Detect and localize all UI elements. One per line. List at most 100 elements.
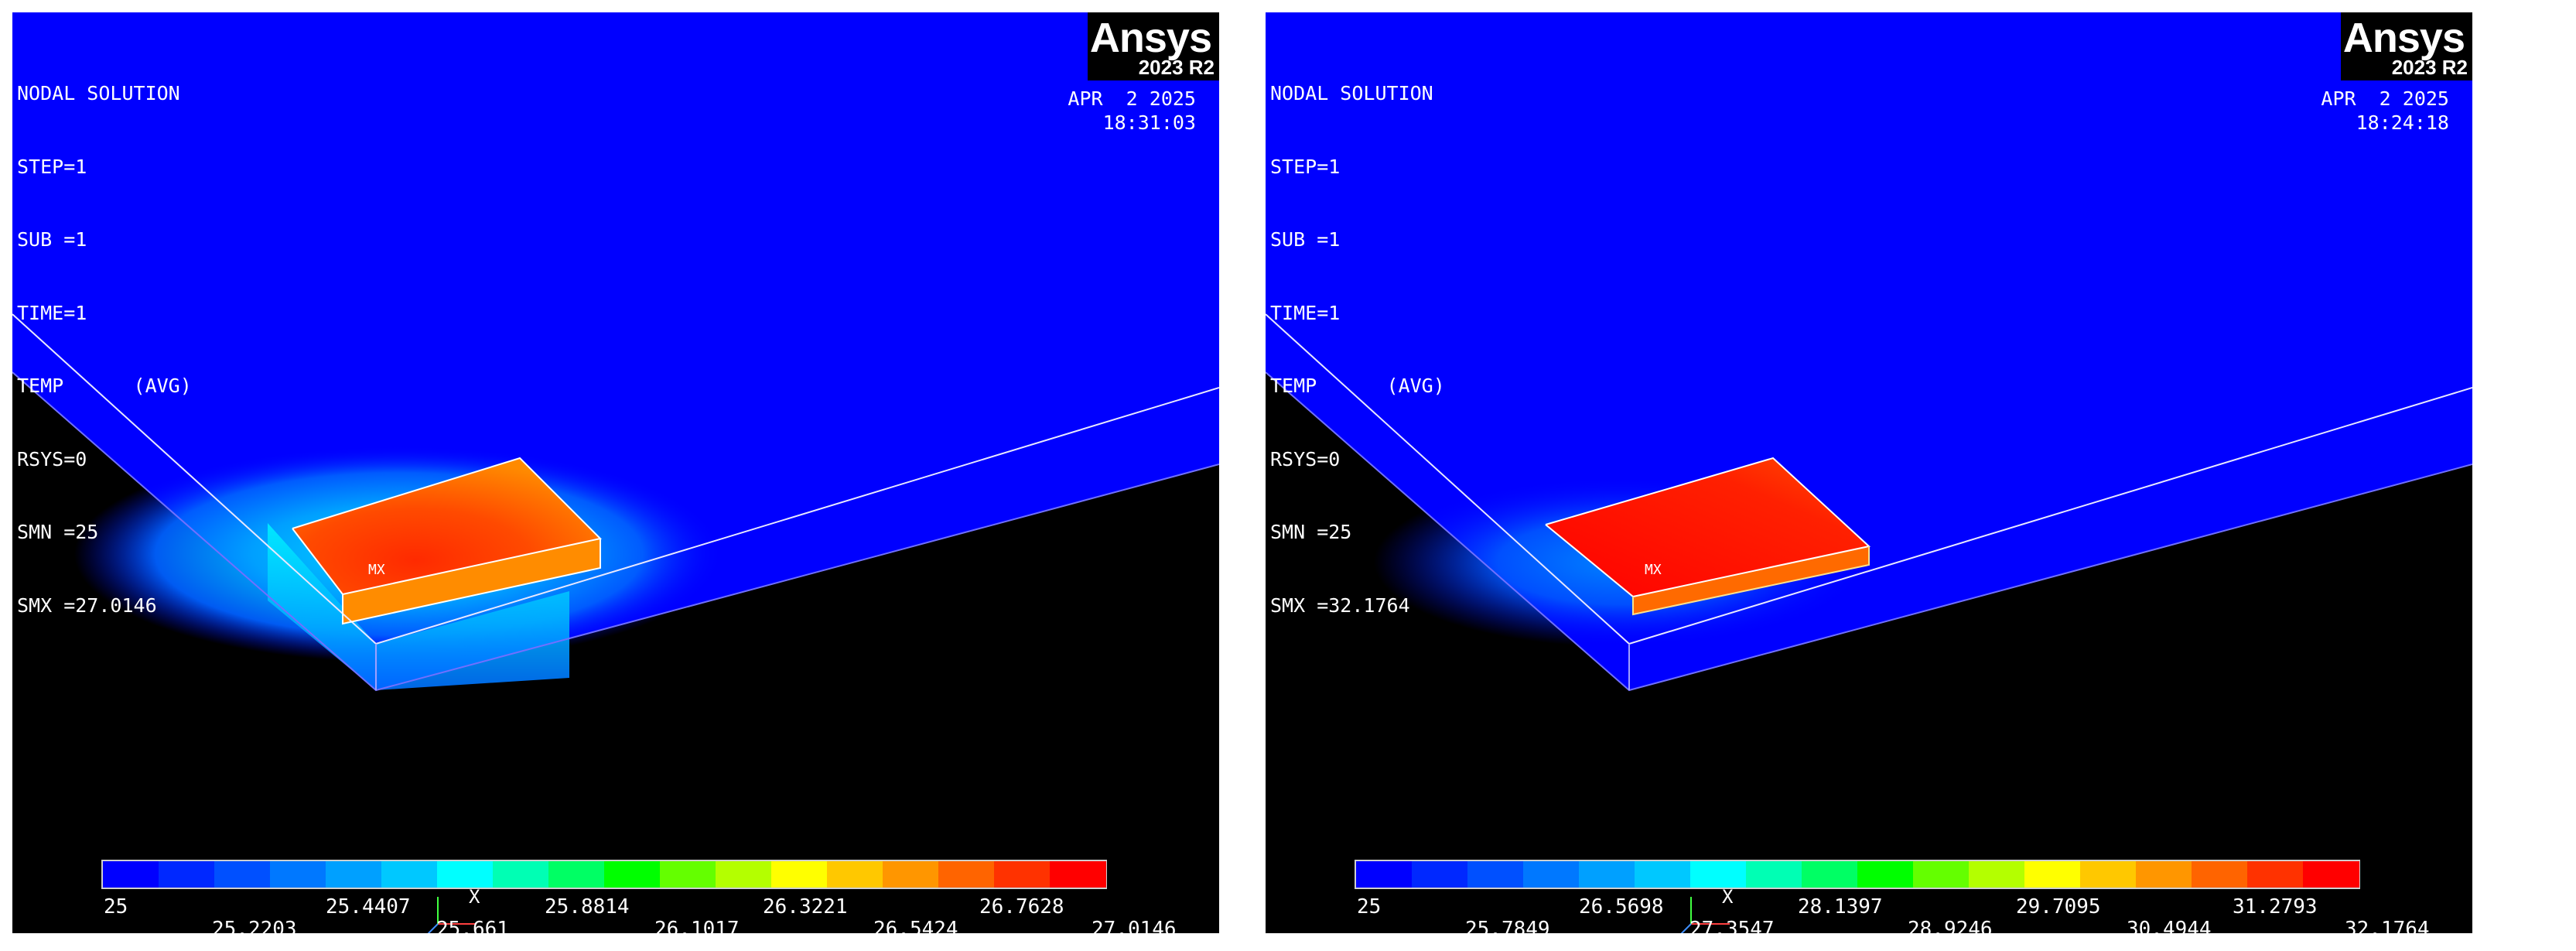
info-step: STEP=1 xyxy=(1270,155,1341,178)
ansys-logo: Ansys 2023 R2 xyxy=(2341,12,2472,80)
info-rsys: RSYS=0 xyxy=(1270,447,1341,470)
result-viewport-left[interactable]: NODAL SOLUTION STEP=1 SUB =1 TIME=1 TEMP… xyxy=(12,12,1219,933)
legend-color-band xyxy=(2192,861,2249,888)
coordinate-triad-icon xyxy=(1680,897,1730,933)
info-step: STEP=1 xyxy=(17,155,87,178)
info-smn: SMN =25 xyxy=(1270,521,1352,543)
legend-color-band xyxy=(1523,861,1580,888)
temperature-contour-plot[interactable] xyxy=(12,12,1219,933)
time-text: 18:31:03 xyxy=(1102,111,1196,134)
legend-label: 28.1397 xyxy=(1798,895,1883,919)
heat-source-top xyxy=(292,458,600,594)
legend-color-band xyxy=(103,861,160,888)
logo-version: 2023 R2 xyxy=(1138,56,1215,79)
legend-label: 25 xyxy=(104,895,128,919)
heat-source-side xyxy=(343,539,600,624)
legend-label: 29.7095 xyxy=(2016,895,2101,919)
info-smx: SMX =27.0146 xyxy=(17,594,157,617)
plate-side-hot-region xyxy=(268,523,569,690)
logo-name: Ansys xyxy=(1089,15,1212,61)
legend-color-band xyxy=(1356,861,1413,888)
legend-label: 25.661 xyxy=(436,918,509,933)
legend-label: 26.5424 xyxy=(873,918,958,933)
temperature-contour-plot[interactable] xyxy=(1266,12,2472,933)
legend-color-band xyxy=(1050,861,1107,888)
legend-label: 30.4944 xyxy=(2127,918,2212,933)
legend-label: 25.4407 xyxy=(326,895,411,919)
legend-label: 28.9246 xyxy=(1908,918,1993,933)
info-time: TIME=1 xyxy=(1270,301,1341,324)
timestamp: APR 2 2025 18:24:18 xyxy=(2321,87,2449,135)
legend-color-band xyxy=(1411,861,1469,888)
info-time: TIME=1 xyxy=(17,301,87,324)
info-sub: SUB =1 xyxy=(1270,228,1341,251)
legend-color-band xyxy=(2080,861,2137,888)
time-text: 18:24:18 xyxy=(2356,111,2449,134)
date-text: APR 2 2025 xyxy=(2321,87,2449,110)
legend-label: 26.3221 xyxy=(763,895,848,919)
legend-color-band xyxy=(2246,861,2304,888)
contour-legend-bar xyxy=(1355,860,2360,889)
heat-source-vertical-edges xyxy=(1632,546,1870,616)
legend-label: 25.7849 xyxy=(1465,918,1550,933)
legend-color-band xyxy=(1467,861,1525,888)
legend-color-band xyxy=(548,861,606,888)
legend-color-band xyxy=(2136,861,2193,888)
legend-color-band xyxy=(1857,861,1915,888)
info-temp: TEMP (AVG) xyxy=(17,375,192,397)
legend-color-band xyxy=(158,861,216,888)
max-marker: MX xyxy=(368,562,385,578)
heat-source-vertical-edges xyxy=(342,539,601,625)
info-rsys: RSYS=0 xyxy=(17,447,87,470)
coordinate-triad-icon xyxy=(427,897,477,933)
result-viewport-right[interactable]: NODAL SOLUTION STEP=1 SUB =1 TIME=1 TEMP… xyxy=(1266,12,2472,933)
legend-color-band xyxy=(1746,861,1803,888)
ansys-logo: Ansys 2023 R2 xyxy=(1088,12,1219,80)
legend-color-band xyxy=(883,861,940,888)
max-marker: MX xyxy=(1645,562,1662,578)
legend-label: 25.2203 xyxy=(212,918,297,933)
legend-color-band xyxy=(2024,861,2082,888)
legend-label: 26.5698 xyxy=(1579,895,1664,919)
info-sub: SUB =1 xyxy=(17,228,87,251)
legend-label: 27.0146 xyxy=(1092,918,1177,933)
legend-label: 31.2793 xyxy=(2233,895,2318,919)
solution-title: NODAL SOLUTION xyxy=(17,82,180,104)
legend-label: 26.7628 xyxy=(979,895,1064,919)
legend-color-band xyxy=(270,861,327,888)
legend-color-band xyxy=(214,861,272,888)
legend-color-band xyxy=(493,861,550,888)
legend-label: 25 xyxy=(1357,895,1382,919)
legend-color-band xyxy=(938,861,996,888)
heat-source-side xyxy=(1633,546,1869,614)
legend-color-band xyxy=(1913,861,1970,888)
legend-color-band xyxy=(437,861,494,888)
solution-info: NODAL SOLUTION STEP=1 SUB =1 TIME=1 TEMP… xyxy=(17,32,192,666)
legend-label: 26.1017 xyxy=(654,918,740,933)
triad-x-label: X xyxy=(1722,886,1734,908)
legend-color-band xyxy=(1635,861,1692,888)
contour-legend-bar xyxy=(101,860,1107,889)
legend-label: 25.8814 xyxy=(545,895,630,919)
legend-color-band xyxy=(1690,861,1748,888)
legend-color-band xyxy=(325,861,383,888)
legend-color-band xyxy=(1578,861,1636,888)
legend-label: 32.1764 xyxy=(2345,918,2430,933)
info-smn: SMN =25 xyxy=(17,521,99,543)
legend-color-band xyxy=(381,861,439,888)
legend-color-band xyxy=(771,861,828,888)
info-smx: SMX =32.1764 xyxy=(1270,594,1410,617)
solution-info: NODAL SOLUTION STEP=1 SUB =1 TIME=1 TEMP… xyxy=(1270,32,1445,666)
date-text: APR 2 2025 xyxy=(1068,87,1196,110)
solution-title: NODAL SOLUTION xyxy=(1270,82,1433,104)
legend-color-band xyxy=(993,861,1051,888)
legend-color-band xyxy=(716,861,773,888)
timestamp: APR 2 2025 18:31:03 xyxy=(1068,87,1196,135)
legend-color-band xyxy=(604,861,661,888)
heat-source-top xyxy=(1546,458,1869,597)
triad-x-label: X xyxy=(469,886,480,908)
legend-color-band xyxy=(1969,861,2026,888)
legend-color-band xyxy=(827,861,884,888)
legend-color-band xyxy=(1801,861,1859,888)
logo-version: 2023 R2 xyxy=(2391,56,2468,79)
